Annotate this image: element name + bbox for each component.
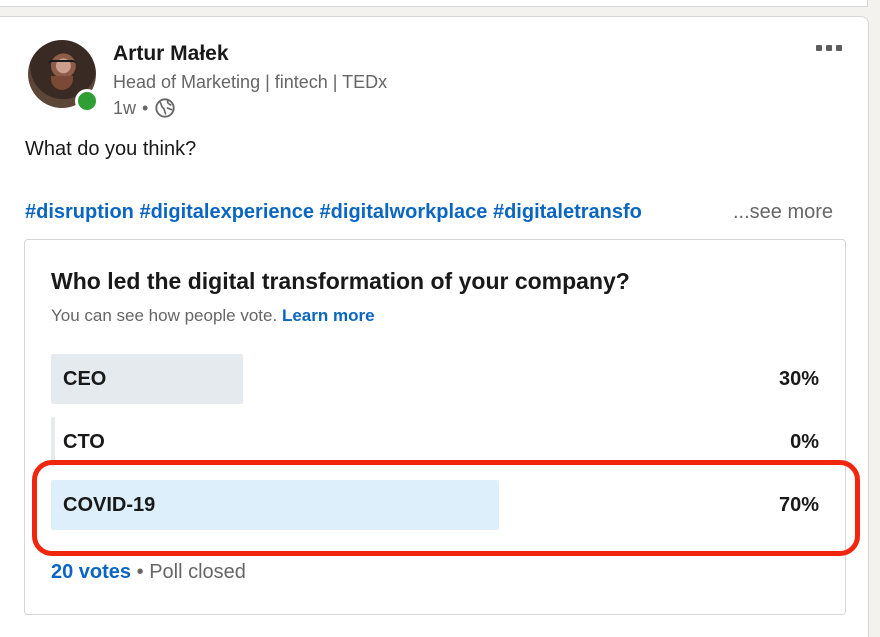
- post-text: What do you think?: [25, 138, 197, 160]
- footer-separator: •: [136, 561, 144, 583]
- more-options-icon[interactable]: [816, 45, 842, 51]
- avatar-beard: [51, 76, 73, 90]
- post-card: Artur Małek Head of Marketing | fintech …: [0, 16, 869, 637]
- hashtag-link[interactable]: #digitalworkplace: [319, 201, 488, 223]
- hashtag-line: #disruption #digitalexperience #digitalw…: [25, 201, 720, 224]
- author-name[interactable]: Artur Małek: [113, 42, 229, 65]
- poll: Who led the digital transformation of yo…: [24, 239, 846, 615]
- poll-option-label: COVID-19: [63, 494, 156, 516]
- poll-visibility-note: You can see how people vote.: [51, 306, 278, 325]
- hashtag-link[interactable]: #digitalexperience: [139, 201, 314, 223]
- avatar-glasses: [48, 60, 76, 69]
- poll-footer: 20 votes • Poll closed: [51, 561, 246, 584]
- learn-more-link[interactable]: Learn more: [281, 306, 375, 325]
- online-status-indicator: [75, 89, 99, 113]
- globe-icon: [155, 98, 175, 118]
- post-meta: 1w •: [113, 97, 176, 119]
- author-headline: Head of Marketing | fintech | TEDx: [113, 72, 388, 92]
- meta-separator: •: [142, 97, 149, 118]
- vote-count-link[interactable]: 20 votes: [51, 561, 132, 583]
- poll-option-label: CEO: [63, 368, 107, 390]
- hashtag-link[interactable]: #disruption: [25, 201, 134, 223]
- poll-option-cto[interactable]: CTO 0%: [51, 417, 821, 467]
- poll-option-label: CTO: [63, 431, 105, 453]
- poll-option-bar: [51, 480, 499, 530]
- hashtag-link[interactable]: #digitaletransfo: [492, 201, 642, 223]
- avatar[interactable]: [28, 40, 96, 108]
- poll-option-percent: 0%: [790, 431, 819, 453]
- poll-option-bar: [51, 354, 243, 404]
- more-dot: [816, 45, 822, 51]
- poll-option-covid-19[interactable]: COVID-19 70%: [51, 480, 821, 530]
- post-time: 1w: [113, 97, 137, 118]
- more-dot: [826, 45, 832, 51]
- poll-option-percent: 30%: [778, 368, 819, 390]
- poll-option-bar: [51, 417, 55, 467]
- more-dot: [836, 45, 842, 51]
- poll-question: Who led the digital transformation of yo…: [51, 268, 630, 294]
- poll-option-ceo[interactable]: CEO 30%: [51, 354, 821, 404]
- see-more-link[interactable]: ...see more: [733, 201, 834, 223]
- poll-status: Poll closed: [149, 561, 246, 583]
- previous-post-card: [0, 0, 868, 7]
- poll-option-percent: 70%: [778, 494, 819, 516]
- poll-subtitle: You can see how people vote. Learn more: [51, 306, 375, 326]
